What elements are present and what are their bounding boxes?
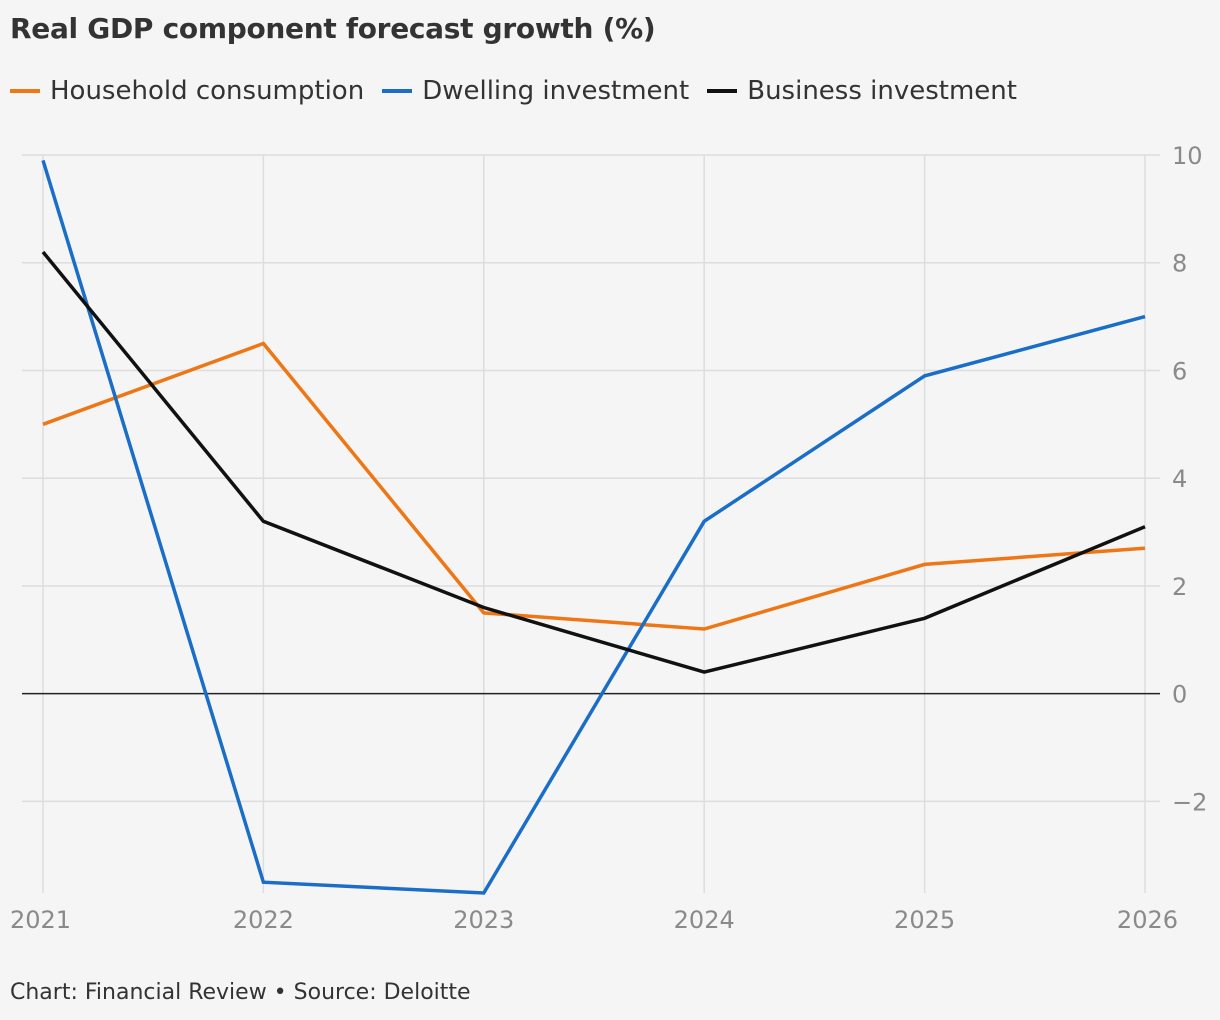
- y-tick-label: 0: [1172, 681, 1187, 709]
- legend-swatch: [707, 89, 738, 93]
- x-tick-label: 2024: [674, 906, 735, 934]
- chart-title: Real GDP component forecast growth (%): [10, 12, 656, 45]
- legend-item-dwelling-investment: Dwelling investment: [382, 76, 689, 106]
- x-tick-label: 2022: [233, 906, 294, 934]
- x-tick-label: 2023: [453, 906, 514, 934]
- y-tick-label: 6: [1172, 357, 1187, 385]
- source-note: Chart: Financial Review • Source: Deloit…: [10, 980, 471, 1005]
- y-tick-label: 10: [1172, 142, 1203, 170]
- y-tick-label: −2: [1172, 788, 1207, 816]
- y-tick-label: 2: [1172, 573, 1187, 601]
- legend-swatch: [10, 89, 40, 93]
- legend-item-household-consumption: Household consumption: [10, 76, 364, 106]
- legend-swatch: [382, 89, 413, 93]
- series-line-business-investment: [41, 250, 1146, 674]
- legend-label: Business investment: [747, 76, 1017, 106]
- legend-label: Dwelling investment: [422, 76, 690, 106]
- x-tick-label: 2025: [894, 906, 955, 934]
- legend-label: Household consumption: [50, 76, 365, 106]
- y-tick-label: 4: [1172, 465, 1187, 493]
- x-tick-label: 2026: [1117, 906, 1178, 934]
- legend-item-business-investment: Business investment: [707, 76, 1017, 106]
- legend: Household consumption Dwelling investmen…: [10, 76, 1035, 106]
- series-line-dwelling-investment: [41, 159, 1146, 895]
- x-tick-label: 2021: [10, 906, 71, 934]
- series-line-household-consumption: [42, 341, 1146, 631]
- y-tick-label: 8: [1172, 250, 1187, 278]
